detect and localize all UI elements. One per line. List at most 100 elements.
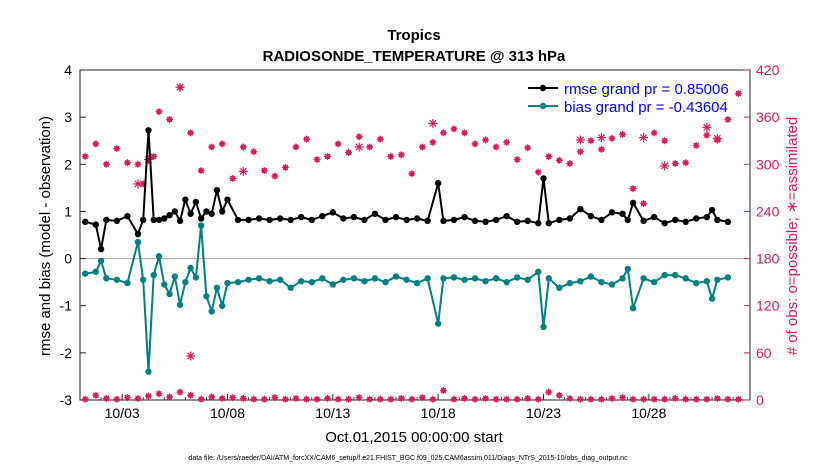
- rmse-point: [166, 212, 173, 219]
- obs-low-dot: [535, 396, 541, 402]
- rmse-point: [461, 213, 468, 221]
- y-left-tick-label: 2: [64, 156, 72, 172]
- bias-point: [608, 281, 616, 288]
- rmse-point: [503, 212, 510, 220]
- rmse-point: [471, 217, 479, 225]
- rmse-point: [234, 216, 242, 224]
- obs-low-dot: [114, 396, 120, 402]
- obs-low-dot: [272, 395, 278, 401]
- rmse-point: [524, 217, 531, 225]
- rmse-point: [577, 205, 584, 213]
- obs-low-dot: [577, 396, 583, 402]
- obs-low-dot: [588, 396, 594, 402]
- rmse-point: [298, 213, 305, 221]
- rmse-point: [682, 218, 689, 225]
- rmse-point: [545, 220, 552, 227]
- obs-low-dot: [145, 393, 152, 399]
- obs-possible-dot: [303, 136, 310, 142]
- obs-low-dot: [335, 396, 341, 402]
- bias-point: [224, 279, 231, 287]
- obs-low-dot: [177, 389, 183, 395]
- bias-point: [213, 284, 221, 291]
- obs-assimilated-marker: [428, 118, 438, 128]
- rmse-point: [640, 217, 647, 225]
- obs-possible-dot: [240, 144, 246, 150]
- rmse-point: [161, 215, 168, 222]
- obs-low-dot: [103, 395, 109, 402]
- obs-low-dot: [251, 396, 257, 402]
- obs-possible-dot: [114, 145, 120, 152]
- legend-bias-marker: [539, 102, 547, 110]
- bias-point: [255, 275, 263, 282]
- rmse-point: [440, 217, 447, 225]
- rmse-point: [187, 210, 194, 217]
- obs-low-dot: [672, 395, 678, 402]
- obs-low-dot: [714, 395, 720, 402]
- obs-low-dot: [693, 396, 699, 402]
- obs-low-dot: [324, 395, 331, 402]
- rmse-point: [224, 196, 231, 203]
- obs-low-dot: [725, 396, 731, 402]
- y-right-tick-label: 0: [756, 392, 764, 408]
- x-tick-label: 10/18: [421, 405, 456, 421]
- obs-low-dot: [377, 396, 383, 402]
- rmse-point: [92, 221, 100, 228]
- bias-point: [650, 278, 658, 286]
- obs-possible-dot: [493, 144, 499, 150]
- bias-point: [577, 278, 584, 285]
- obs-possible-dot: [514, 156, 520, 163]
- rmse-point: [703, 213, 711, 221]
- obs-assimilated-marker: [186, 351, 196, 361]
- obs-low-dot: [440, 387, 447, 394]
- obs-low-dot: [209, 394, 215, 400]
- rmse-point: [392, 213, 400, 221]
- rmse-point: [276, 215, 284, 222]
- bias-point: [492, 275, 500, 282]
- bias-point: [329, 281, 337, 288]
- rmse-point: [403, 216, 410, 224]
- obs-possible-dot: [641, 200, 647, 207]
- rmse-point: [124, 212, 131, 220]
- obs-possible-dot: [430, 139, 436, 145]
- rmse-point: [587, 212, 595, 220]
- obs-low-dot: [504, 396, 510, 402]
- bias-point: [155, 253, 163, 260]
- rmse-point: [97, 245, 105, 253]
- bias-point: [661, 271, 668, 279]
- obs-possible-dot: [451, 126, 457, 132]
- rmse-point: [203, 208, 210, 215]
- bias-point: [113, 276, 121, 283]
- bias-point: [208, 308, 215, 315]
- rmse-point: [182, 196, 189, 203]
- obs-low-dot: [430, 396, 436, 402]
- bias-point: [524, 276, 531, 283]
- obs-possible-dot: [209, 144, 215, 150]
- obs-possible-dot: [535, 169, 541, 175]
- obs-possible-dot: [198, 167, 204, 174]
- rmse-point: [140, 216, 147, 224]
- obs-possible-dot: [461, 130, 468, 136]
- obs-possible-dot: [672, 160, 678, 167]
- y-right-tick-label: 300: [756, 156, 780, 172]
- obs-low-dot: [461, 395, 468, 402]
- bias-point: [440, 275, 447, 282]
- bias-point: [219, 302, 226, 309]
- obs-possible-dot: [598, 146, 605, 152]
- rmse-point: [113, 217, 121, 225]
- x-tick-label: 10/08: [210, 405, 245, 421]
- rmse-point: [340, 215, 347, 222]
- bias-point: [298, 278, 305, 285]
- obs-possible-dot: [282, 164, 289, 171]
- obs-low-dot: [93, 392, 99, 398]
- bias-point: [350, 275, 358, 282]
- bias-point: [503, 278, 510, 286]
- x-axis-label: Oct.01,2015 00:00:00 start: [325, 429, 503, 446]
- obs-assimilated-marker: [660, 161, 670, 171]
- bias-point: [703, 278, 711, 285]
- bias-point: [103, 275, 110, 282]
- rmse-point: [413, 215, 421, 222]
- bias-point: [513, 274, 521, 281]
- obs-low-dot: [388, 396, 394, 402]
- obs-possible-dot: [546, 153, 552, 160]
- obs-assimilated-marker: [596, 133, 606, 143]
